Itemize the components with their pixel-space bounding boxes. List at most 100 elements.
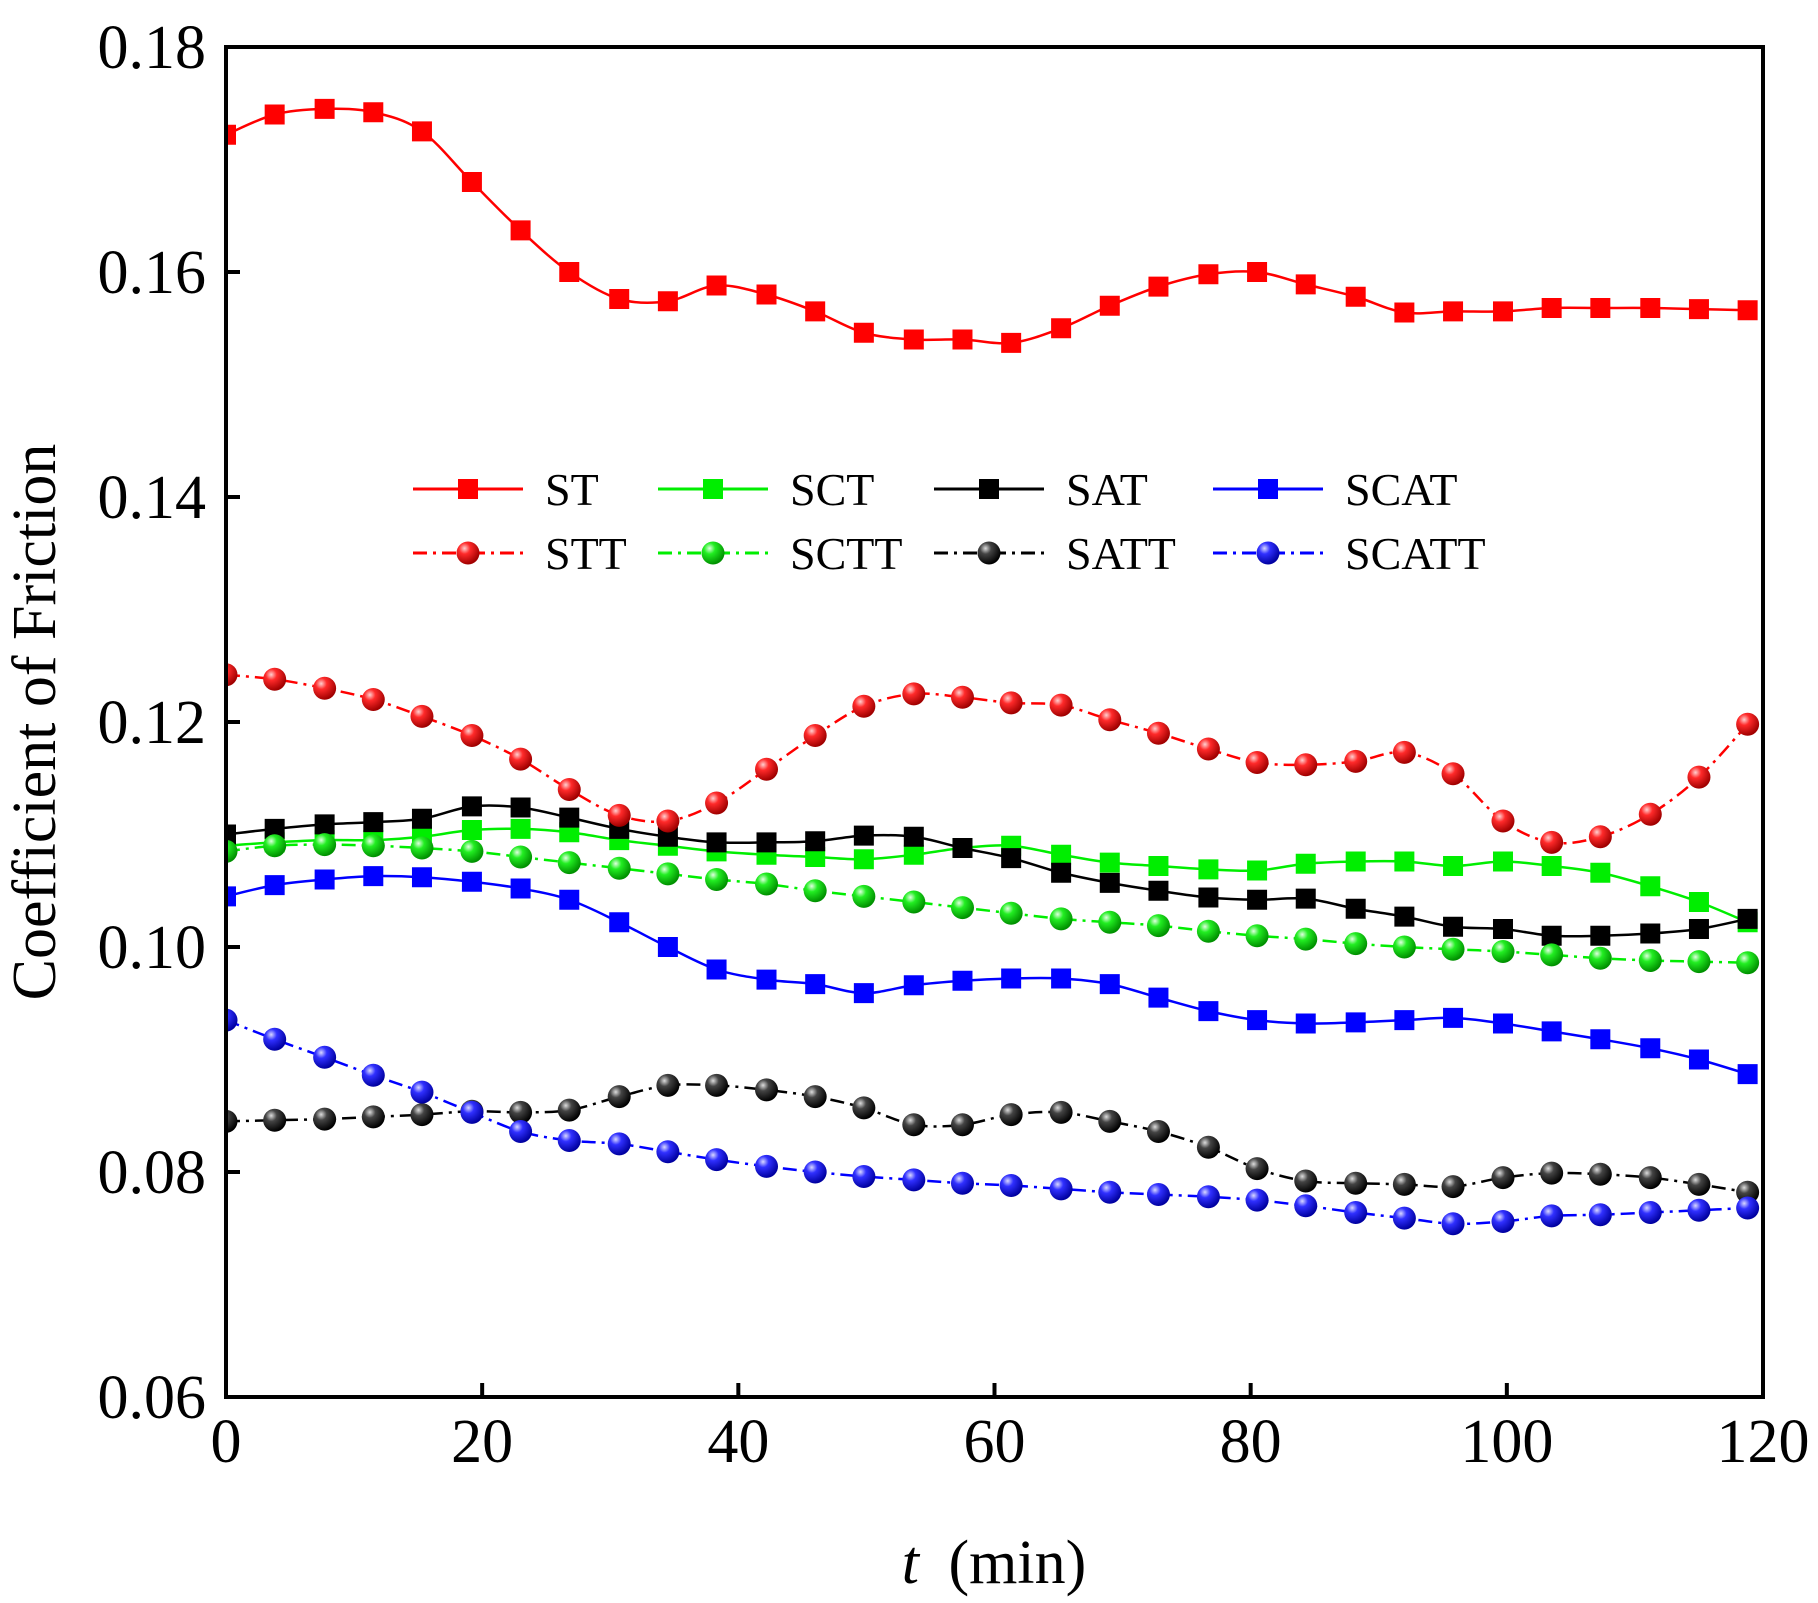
data-point-scatt: [999, 1174, 1023, 1197]
data-point-scat: [756, 969, 777, 990]
data-point-sat: [706, 832, 727, 853]
data-point-sctt: [1540, 943, 1564, 967]
legend-item-stt: STT: [413, 528, 627, 579]
data-point-scat: [1492, 1013, 1513, 1034]
data-point-sat: [264, 818, 285, 839]
y-tick-label: 0.08: [98, 1139, 207, 1207]
data-point-sctt: [509, 845, 533, 869]
data-point-st: [1051, 318, 1072, 339]
data-point-sat: [1443, 916, 1464, 937]
data-point-sctt: [1638, 949, 1662, 972]
data-point-sat: [1737, 908, 1758, 929]
data-point-scat: [657, 937, 678, 957]
data-point-sat: [1148, 880, 1169, 901]
data-point-st: [559, 262, 580, 282]
data-point-stt: [1441, 762, 1465, 786]
y-tick-label: 0.10: [98, 914, 207, 982]
x-axis-title: t (min): [902, 1529, 1086, 1597]
data-point-satt: [852, 1096, 876, 1120]
data-point-scat: [363, 866, 384, 887]
data-point-sat: [1051, 862, 1072, 883]
data-point-stt: [1687, 765, 1711, 789]
data-point-scatt: [803, 1160, 827, 1184]
data-point-scat: [1148, 987, 1169, 1008]
data-point-scat: [1345, 1012, 1366, 1033]
data-point-st: [1590, 298, 1611, 318]
data-point-satt: [361, 1105, 385, 1129]
data-point-stt: [705, 791, 729, 815]
data-point-stt: [557, 778, 581, 801]
data-point-st: [657, 291, 678, 312]
data-point-sat: [1099, 872, 1120, 893]
data-point-scat: [510, 878, 531, 899]
x-tick-label: 60: [964, 1408, 1026, 1476]
data-point-stt: [656, 809, 680, 833]
series-stt: [226, 663, 1760, 854]
data-point-sat: [363, 812, 384, 833]
data-point-stt: [852, 694, 876, 718]
data-point-sctt: [950, 896, 974, 920]
data-point-scatt: [1196, 1185, 1220, 1209]
data-point-stt: [1344, 749, 1368, 773]
legend-marker-scatt: [1256, 541, 1280, 565]
data-point-scatt: [1392, 1206, 1416, 1230]
data-point-st: [609, 289, 630, 309]
data-point-scatt: [410, 1080, 434, 1104]
data-point-sctt: [1588, 946, 1612, 970]
data-point-satt: [1146, 1120, 1170, 1143]
data-point-scat: [609, 912, 630, 933]
data-point-sat: [1198, 887, 1219, 908]
data-point-sct: [1345, 851, 1366, 872]
data-point-stt: [1638, 802, 1662, 826]
data-point-stt: [1491, 809, 1515, 833]
data-point-satt: [557, 1098, 581, 1122]
y-tick-label: 0.14: [98, 464, 207, 532]
data-point-st: [1345, 286, 1366, 307]
data-point-scat: [1051, 968, 1072, 989]
data-point-scat: [1590, 1029, 1611, 1050]
data-point-scat: [853, 983, 874, 1004]
data-point-sctt: [361, 834, 385, 858]
data-point-satt: [755, 1078, 779, 1102]
data-point-scatt: [607, 1132, 631, 1156]
data-point-scatt: [460, 1100, 484, 1124]
data-point-satt: [1245, 1157, 1269, 1181]
data-point-sct: [1099, 852, 1120, 873]
data-point-satt: [1196, 1135, 1220, 1159]
data-point-scat: [903, 975, 924, 996]
data-point-scat: [1099, 974, 1120, 995]
x-tick-label: 100: [1460, 1408, 1553, 1476]
data-point-scatt: [226, 1008, 238, 1032]
data-point-stt: [1540, 830, 1564, 854]
data-point-sct: [1051, 844, 1072, 865]
series-scat: [226, 866, 1758, 1085]
data-point-satt: [509, 1100, 533, 1124]
data-point-sctt: [410, 836, 434, 860]
data-point-stt: [1098, 708, 1122, 732]
data-point-sctt: [852, 884, 876, 908]
data-point-satt: [1294, 1169, 1318, 1193]
data-point-scatt: [313, 1045, 337, 1069]
data-point-sct: [1590, 862, 1611, 883]
data-point-stt: [460, 724, 484, 747]
data-point-sctt: [999, 901, 1023, 925]
data-point-st: [1394, 302, 1415, 323]
data-point-scat: [1443, 1007, 1464, 1028]
legend-label-sat: SAT: [1066, 464, 1148, 515]
data-point-scatt: [1736, 1196, 1760, 1220]
data-point-sat: [1394, 906, 1415, 927]
data-point-sctt: [1687, 950, 1711, 974]
data-point-st: [264, 104, 285, 125]
data-point-stt: [509, 747, 533, 771]
data-point-scatt: [509, 1120, 533, 1143]
data-point-sat: [853, 825, 874, 846]
data-point-stt: [410, 704, 434, 728]
data-point-stt: [1736, 712, 1760, 736]
data-point-sat: [805, 831, 826, 852]
x-tick-label: 0: [211, 1408, 242, 1476]
data-point-scat: [314, 869, 335, 890]
data-point-sat: [411, 808, 432, 829]
data-point-satt: [1540, 1161, 1564, 1185]
data-point-stt: [1294, 753, 1318, 777]
data-point-sct: [805, 847, 826, 867]
